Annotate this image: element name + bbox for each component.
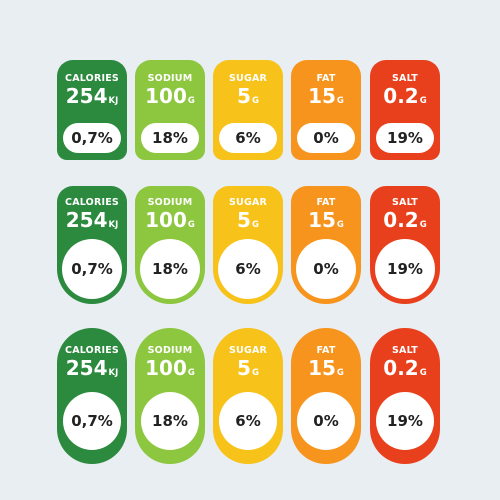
nutrient-value: 5G [237,208,259,232]
sugar-label: SUGAR 5G 6% [213,60,283,160]
nutrient-value: 0.2G [383,208,427,232]
nutrient-unit: G [187,96,195,106]
nutrient-name: SUGAR [228,73,268,84]
nutrient-percent: 6% [219,392,277,450]
nutrient-value: 254KJ [65,208,119,232]
nutrient-name: SALT [392,73,418,84]
nutrient-name: SUGAR [228,197,268,208]
nutrient-unit: G [336,220,344,230]
nutrient-name: SUGAR [228,345,268,356]
sugar-label: SUGAR 5G 6% [213,328,283,464]
nutrient-name: SODIUM [147,197,193,208]
nutrient-percent: 6% [218,239,278,299]
nutrient-percent: 18% [141,123,199,153]
nutrient-unit: G [336,368,344,378]
nutrient-percent: 19% [376,392,434,450]
nutrient-value: 100G [145,208,195,232]
salt-label: SALT 0.2G 19% [370,186,440,304]
nutrient-percent: 0,7% [63,392,121,450]
sugar-label: SUGAR 5G 6% [213,186,283,304]
nutrient-unit: G [251,220,259,230]
calories-label: CALORIES 254KJ 0,7% [57,186,127,304]
nutrient-name: FAT [316,197,336,208]
nutrient-unit: G [251,96,259,106]
nutrient-value: 15G [308,208,344,232]
nutrient-unit: KJ [108,220,119,230]
nutrient-name: SALT [392,345,418,356]
nutrient-name: CALORIES [65,197,119,208]
nutrient-value: 254KJ [65,84,119,108]
salt-label: SALT 0.2G 19% [370,328,440,464]
nutrient-unit: G [419,220,427,230]
nutrient-value: 254KJ [65,356,119,380]
nutrient-name: CALORIES [65,73,119,84]
nutrient-value: 100G [145,84,195,108]
fat-label: FAT 15G 0% [291,328,361,464]
nutrient-percent: 0% [297,392,355,450]
nutrient-value: 15G [308,356,344,380]
nutrient-value: 0.2G [383,356,427,380]
nutrient-unit: G [187,220,195,230]
fat-label: FAT 15G 0% [291,186,361,304]
nutrient-name: FAT [316,345,336,356]
nutrient-percent: 0% [296,239,356,299]
calories-label: CALORIES 254KJ 0,7% [57,328,127,464]
nutrient-percent: 0,7% [63,123,121,153]
nutrient-percent: 0,7% [62,239,122,299]
nutrient-name: SODIUM [147,73,193,84]
salt-label: SALT 0.2G 19% [370,60,440,160]
nutrient-name: SALT [392,197,418,208]
nutrient-unit: G [419,368,427,378]
fat-label: FAT 15G 0% [291,60,361,160]
nutrient-unit: KJ [108,368,119,378]
nutrient-unit: G [336,96,344,106]
nutrient-percent: 6% [219,123,277,153]
sodium-label: SODIUM 100G 18% [135,186,205,304]
calories-label: CALORIES 254KJ 0,7% [57,60,127,160]
nutrient-unit: KJ [108,96,119,106]
nutrient-percent: 19% [375,239,435,299]
nutrient-value: 5G [237,84,259,108]
nutrient-value: 15G [308,84,344,108]
nutrient-value: 0.2G [383,84,427,108]
nutrient-value: 5G [237,356,259,380]
sodium-label: SODIUM 100G 18% [135,60,205,160]
nutrient-name: SODIUM [147,345,193,356]
nutrient-percent: 0% [297,123,355,153]
nutrient-unit: G [187,368,195,378]
nutrient-unit: G [251,368,259,378]
nutrient-unit: G [419,96,427,106]
nutrient-percent: 18% [141,392,199,450]
nutrient-name: FAT [316,73,336,84]
nutrient-value: 100G [145,356,195,380]
nutrient-percent: 19% [376,123,434,153]
nutrient-percent: 18% [140,239,200,299]
sodium-label: SODIUM 100G 18% [135,328,205,464]
nutrient-name: CALORIES [65,345,119,356]
